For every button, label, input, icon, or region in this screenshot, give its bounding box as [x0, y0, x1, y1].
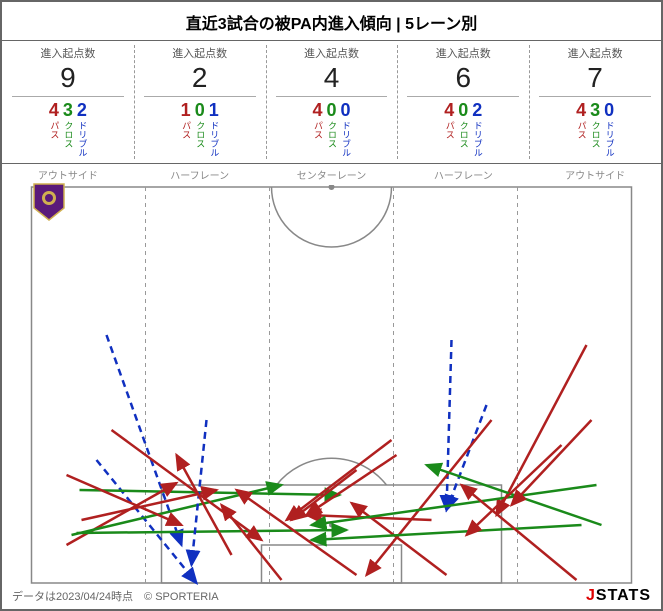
stat-type: パス: [49, 121, 58, 139]
stat-type: ドリブル: [605, 121, 614, 157]
stat-type: クロス: [327, 121, 336, 148]
stat-type: パス: [577, 121, 586, 139]
stat-num: 4: [49, 101, 59, 119]
stat-item: 2 ドリブル: [77, 101, 87, 157]
arrow-cross: [77, 530, 347, 533]
stat-total: 4: [276, 63, 388, 97]
stat-type: ドリブル: [341, 121, 350, 157]
stat-num: 4: [444, 101, 454, 119]
arrow-pass: [177, 455, 232, 555]
stat-num: 4: [312, 101, 322, 119]
stat-item: 1 パス: [181, 101, 191, 157]
stat-type: ドリブル: [209, 121, 218, 157]
stat-type: ドリブル: [473, 121, 482, 157]
stat-item: 4 パス: [576, 101, 586, 157]
stat-breakdown: 4 パス 3 クロス 2 ドリブル: [4, 101, 132, 157]
stat-total: 9: [12, 63, 124, 97]
stat-total: 6: [407, 63, 519, 97]
stat-type: クロス: [63, 121, 72, 148]
stat-num: 2: [472, 101, 482, 119]
lane-name: ハーフレーン: [134, 164, 266, 185]
stat-breakdown: 4 パス3 クロス 0 ドリブル: [531, 101, 659, 157]
stat-breakdown: 1 パス 0 クロス 1 ドリブル: [136, 101, 264, 157]
stat-item: 2 ドリブル: [472, 101, 482, 157]
stat-type: クロス: [591, 121, 600, 148]
stat-num: 0: [604, 101, 614, 119]
pitch-area: [2, 185, 661, 585]
lane-stat-col: 進入起点数44パス0クロス0ドリブル: [266, 41, 398, 163]
stat-num: 0: [341, 101, 351, 119]
footer-text: データは2023/04/24時点 © SPORTERIA: [12, 588, 219, 604]
stat-num: 0: [326, 101, 336, 119]
team-badge: [32, 182, 66, 222]
arrow-dribble: [447, 405, 487, 510]
stat-item: 0 ドリブル: [604, 101, 614, 157]
chart-container: 直近3試合の被PA内進入傾向 | 5レーン別 進入起点数94パス3クロス2ドリブ…: [0, 0, 663, 611]
stat-item: 4 パス: [444, 101, 454, 157]
stat-item: 0 ドリブル: [341, 101, 351, 157]
stat-total: 2: [144, 63, 256, 97]
arrow-pass: [467, 445, 562, 535]
arrow-pass: [287, 440, 392, 520]
stat-item: 3 クロス: [590, 101, 600, 157]
arrow-pass: [237, 490, 357, 575]
lane-name: アウトサイド: [2, 164, 134, 185]
stat-label: 進入起点数: [531, 45, 659, 61]
stat-breakdown: 4 パス0 クロス 2 ドリブル: [399, 101, 527, 157]
arrow-pass: [462, 485, 577, 580]
stat-num: 0: [458, 101, 468, 119]
stat-type: パス: [445, 121, 454, 139]
arrow-dribble: [97, 460, 197, 583]
lanes-stats: 進入起点数94パス3クロス2ドリブル進入起点数21パス0クロス1ドリブル進入起点…: [2, 41, 661, 164]
lane-stat-col: 進入起点数 9 4 パス 3 クロス 2 ドリブル: [2, 41, 134, 163]
stat-num: 0: [195, 101, 205, 119]
lane-stat-col: 進入起点数 7 4 パス3 クロス 0 ドリブル: [529, 41, 661, 163]
lane-names-row: アウトサイドハーフレーンセンターレーンハーフレーンアウトサイド: [2, 164, 661, 185]
footer: データは2023/04/24時点 © SPORTERIA JSTATS: [2, 587, 661, 605]
chart-title: 直近3試合の被PA内進入傾向 | 5レーン別: [2, 2, 661, 41]
stat-item: 4 パス: [312, 101, 322, 157]
lane-stat-col: 進入起点数 6 4 パス0 クロス 2 ドリブル: [397, 41, 529, 163]
arrow-dribble: [107, 335, 182, 545]
stat-item: 4 パス: [49, 101, 59, 157]
stat-breakdown: 4パス0クロス0ドリブル: [268, 101, 396, 157]
stat-num: 1: [181, 101, 191, 119]
stat-num: 3: [63, 101, 73, 119]
stat-num: 4: [576, 101, 586, 119]
stat-item: 3 クロス: [63, 101, 73, 157]
lane-name: センターレーン: [266, 164, 398, 185]
lane-name: アウトサイド: [529, 164, 661, 185]
logo-stats: STATS: [596, 587, 651, 604]
lane-stat-col: 進入起点数 2 1 パス 0 クロス 1 ドリブル: [134, 41, 266, 163]
stat-type: クロス: [459, 121, 468, 148]
stat-item: 0 クロス: [458, 101, 468, 157]
stat-label: 進入起点数: [4, 45, 132, 61]
stat-total: 7: [539, 63, 651, 97]
stat-label: 進入起点数: [268, 45, 396, 61]
stats-logo: JSTATS: [586, 587, 651, 605]
stat-type: パス: [313, 121, 322, 139]
stat-label: 進入起点数: [136, 45, 264, 61]
stat-item: 0 クロス: [195, 101, 205, 157]
lane-name: ハーフレーン: [397, 164, 529, 185]
stat-type: パス: [181, 121, 190, 139]
stat-type: クロス: [195, 121, 204, 148]
arrow-cross: [312, 525, 582, 540]
logo-j: J: [586, 587, 596, 604]
stat-type: ドリブル: [77, 121, 86, 157]
stat-item: 0 クロス: [326, 101, 336, 157]
stat-num: 2: [77, 101, 87, 119]
stat-num: 1: [209, 101, 219, 119]
stat-item: 1 ドリブル: [209, 101, 219, 157]
stat-label: 進入起点数: [399, 45, 527, 61]
pitch-svg: [2, 185, 661, 585]
stat-num: 3: [590, 101, 600, 119]
